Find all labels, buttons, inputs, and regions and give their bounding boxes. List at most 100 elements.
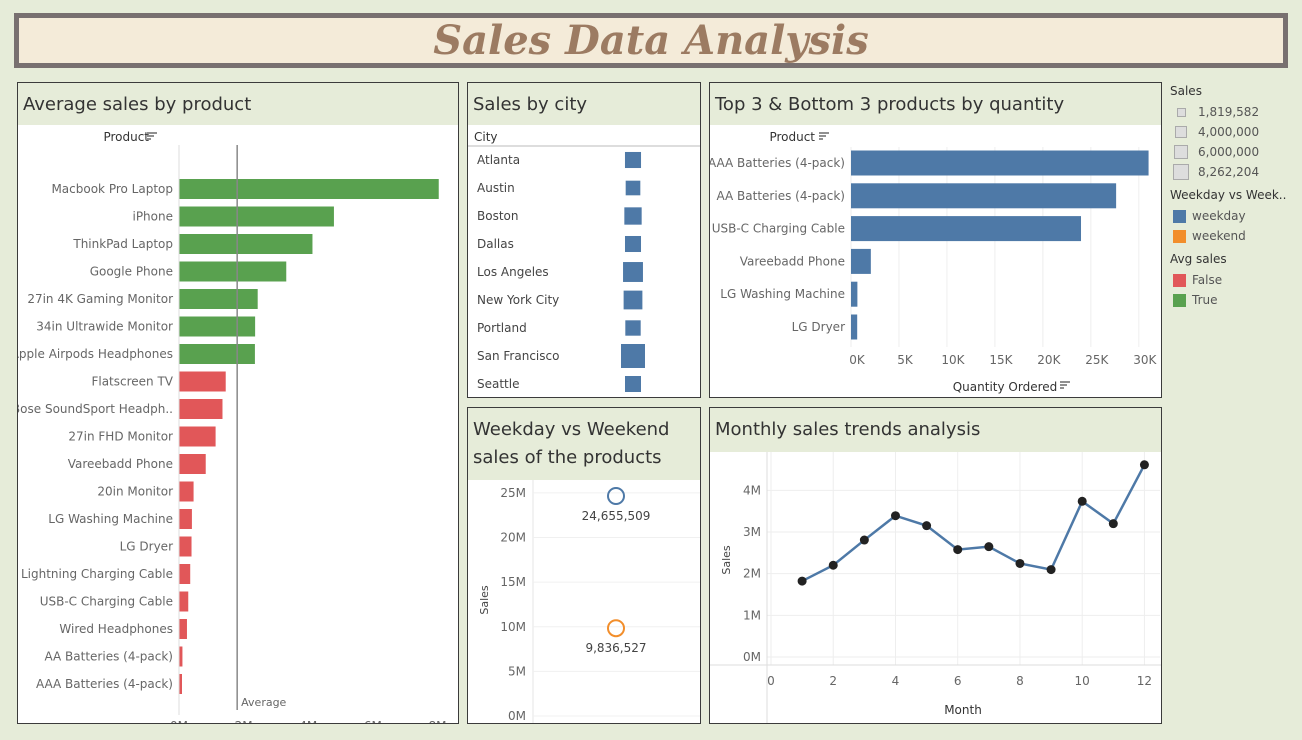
size-swatch [1176, 107, 1186, 117]
month-point [797, 576, 807, 586]
product-label: LG Washing Machine [720, 287, 845, 301]
legend-color-item[interactable]: True [1170, 290, 1300, 310]
legend-sales-list: 1,819,582 4,000,000 6,000,000 8,262,204 [1170, 102, 1300, 182]
legend-label: 6,000,000 [1198, 145, 1260, 159]
product-label: Bose SoundSport Headph.. [18, 402, 173, 416]
legend-label: True [1192, 293, 1218, 307]
sort-icon [819, 132, 829, 140]
y-tick-label: 5M [508, 664, 526, 678]
city-square [625, 180, 641, 196]
legend-panel: Sales 1,819,582 4,000,000 6,000,000 8,262,2… [1170, 80, 1300, 310]
point-label: 9,836,527 [585, 641, 646, 655]
x-tick-label: 20K [1037, 353, 1061, 367]
legend-color-item[interactable]: weekend [1170, 226, 1300, 246]
color-swatch [1173, 293, 1186, 307]
quantity-bar [851, 150, 1149, 176]
panel-monthly-trends: Monthly sales trends analysis 0M 1M 2M 3M 4M… [709, 407, 1162, 724]
product-label: Lightning Charging Cable [21, 567, 173, 581]
y-tick-label: 15M [500, 575, 526, 589]
product-label: Vareebadd Phone [740, 254, 845, 268]
product-label: AAA Batteries (4-pack) [36, 677, 173, 691]
legend-label: weekday [1192, 209, 1246, 223]
product-bar [179, 481, 194, 502]
x-tick-label: 2M [235, 719, 253, 724]
size-swatch [1174, 145, 1188, 159]
legend-label: weekend [1192, 229, 1246, 243]
month-point [984, 542, 994, 552]
color-swatch [1173, 209, 1186, 223]
product-label: USB-C Charging Cable [712, 222, 845, 236]
x-tick-label: 15K [989, 353, 1013, 367]
city-label: Austin [477, 181, 515, 195]
city-square [625, 320, 641, 336]
x-tick-label: 8M [429, 719, 447, 724]
chart-top-bottom: Product AAA Batteries (4-pack) AA Batterie… [710, 130, 1158, 394]
product-bar [179, 179, 439, 199]
product-label: Wired Headphones [59, 622, 173, 636]
product-bar [179, 234, 313, 254]
product-label: 20in Monitor [97, 485, 173, 499]
panel-title-top-bottom: Top 3 & Bottom 3 products by quantity [710, 83, 1161, 125]
y-tick-label: 2M [743, 567, 761, 581]
x-tick-label: 12 [1137, 674, 1152, 688]
city-square [623, 290, 643, 310]
product-label: Macbook Pro Laptop [51, 182, 173, 196]
legend-sales-item: 4,000,000 [1170, 122, 1300, 142]
product-label: AAA Batteries (4-pack) [710, 156, 845, 170]
x-tick-label: 2 [829, 674, 837, 688]
x-axis-title: Month [944, 703, 982, 717]
legend-color-item[interactable]: False [1170, 270, 1300, 290]
product-bar [179, 426, 216, 447]
y-tick-label: 3M [743, 525, 761, 539]
x-tick-label: 10K [941, 353, 965, 367]
product-bar [179, 289, 258, 309]
quantity-bar [851, 216, 1082, 242]
product-bar [179, 344, 255, 364]
sales-line [801, 464, 1146, 583]
product-bar [179, 591, 189, 612]
panel-title-sales-by-city: Sales by city [468, 83, 700, 125]
x-tick-label: 6 [954, 674, 962, 688]
product-label: Apple Airpods Headphones [18, 347, 173, 361]
product-bar [179, 536, 192, 557]
quantity-bar [851, 183, 1117, 209]
legend-week-list: weekday weekend [1170, 206, 1300, 246]
dashboard-title-banner: Sales Data Analysis [14, 13, 1288, 68]
x-tick-label: 8 [1016, 674, 1024, 688]
panel-sales-by-city: Sales by city City Atlanta Austin Boston Dal… [467, 82, 701, 398]
y-tick-label: 4M [743, 483, 761, 497]
header-product: Product [103, 130, 149, 144]
product-bar [179, 371, 226, 392]
legend-sales-item: 8,262,204 [1170, 162, 1300, 182]
y-axis-title: Sales [478, 585, 491, 615]
x-tick-label: 6M [364, 719, 382, 724]
header-city: City [474, 130, 498, 144]
product-label: LG Dryer [792, 320, 845, 334]
city-label: Seattle [477, 377, 519, 391]
product-label: iPhone [132, 210, 173, 224]
product-bar [179, 316, 256, 337]
month-point [890, 511, 900, 521]
x-tick-label: 10 [1075, 674, 1090, 688]
legend-label: 1,819,582 [1198, 105, 1260, 119]
legend-avg-title: Avg sales [1170, 252, 1227, 266]
panel-average-sales: Average sales by product Product Macbook … [17, 82, 459, 724]
product-bar [179, 619, 187, 639]
product-bar [179, 646, 183, 667]
legend-sales-item: 6,000,000 [1170, 142, 1300, 162]
city-label: Atlanta [477, 153, 520, 167]
legend-color-item[interactable]: weekday [1170, 206, 1300, 226]
y-axis-title: Sales [720, 545, 733, 575]
city-label: Dallas [477, 237, 514, 251]
x-tick-label: 4 [892, 674, 900, 688]
x-axis-title: Quantity Ordered [953, 380, 1058, 394]
color-swatch [1173, 229, 1186, 243]
city-label: San Francisco [477, 349, 559, 363]
city-square [624, 207, 642, 225]
product-bar [179, 399, 223, 419]
product-label: 34in Ultrawide Monitor [36, 320, 173, 334]
month-point [1108, 519, 1118, 529]
month-point [953, 545, 963, 555]
product-label: AA Batteries (4-pack) [44, 650, 173, 664]
city-square [625, 376, 641, 392]
